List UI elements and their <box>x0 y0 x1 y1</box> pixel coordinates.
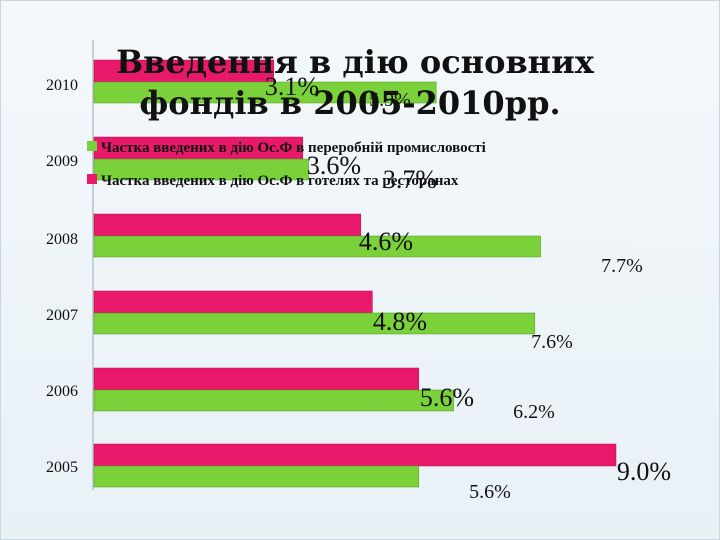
bar-hospitality-2006 <box>93 367 420 391</box>
value-label-processing-2009: 3.7% <box>383 165 437 194</box>
bar-processing-2007 <box>93 312 536 335</box>
category-label-2005: 2005 <box>46 459 78 476</box>
value-label-processing-2007: 7.6% <box>531 331 573 353</box>
chart-title-line-2: фондів в 2005-2010рр. <box>139 84 560 122</box>
legend-swatch-processing <box>87 141 97 151</box>
bar-processing-2006 <box>93 389 454 412</box>
bar-processing-2009 <box>93 158 309 181</box>
legend-label-hospitality: Частка введених в дію Ос.Ф в готелях та … <box>101 173 459 189</box>
value-label-hospitality-2008: 4.6% <box>359 227 413 256</box>
legend: Частка введених в дію Ос.Ф в переробній … <box>87 140 486 189</box>
category-label-2006: 2006 <box>46 383 78 400</box>
bar-processing-2005 <box>93 465 420 488</box>
bar-hospitality-2005 <box>93 443 617 467</box>
legend-swatch-hospitality <box>87 174 97 184</box>
value-label-hospitality-2005: 9.0% <box>617 457 671 486</box>
chart-title-line-1: Введення в дію основних <box>116 43 595 81</box>
category-label-2007: 2007 <box>46 307 78 324</box>
value-labels: 5.9% 3.1% 3.7% 3.6% 7.7% 4.6% 7.6% 4.8% 6.2% 5.6%… <box>265 72 671 503</box>
bar-processing-2008 <box>93 235 541 258</box>
category-label-2008: 2008 <box>46 231 78 248</box>
category-labels: 2010 2009 2008 2007 2006 2005 <box>46 77 78 476</box>
value-label-hospitality-2006: 5.6% <box>420 383 474 412</box>
bar-hospitality-2008 <box>93 213 362 237</box>
value-label-processing-2010: 5.9% <box>369 89 411 111</box>
category-label-2009: 2009 <box>46 153 78 170</box>
value-label-hospitality-2010: 3.1% <box>265 72 319 101</box>
legend-label-processing: Частка введених в дію Ос.Ф в переробній … <box>101 140 486 156</box>
value-label-processing-2008: 7.7% <box>601 255 643 277</box>
bars-group <box>93 59 617 488</box>
bar-hospitality-2007 <box>93 290 373 314</box>
value-label-processing-2006: 6.2% <box>513 401 555 423</box>
value-label-processing-2005: 5.6% <box>469 481 511 503</box>
value-label-hospitality-2009: 3.6% <box>307 151 361 180</box>
bar-processing-2010 <box>93 81 437 104</box>
value-label-hospitality-2007: 4.8% <box>373 307 427 336</box>
category-label-2010: 2010 <box>46 77 78 94</box>
